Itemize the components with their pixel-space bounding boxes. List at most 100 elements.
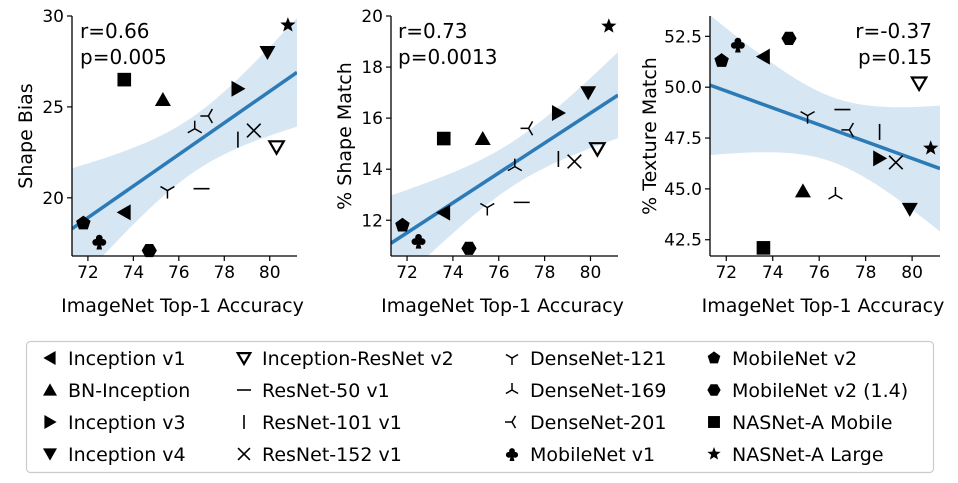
point-nasnet-a-mobile: [436, 131, 451, 146]
panel-shape-bias: 72 74 76 78 80 20 25 30 ImageNet Top-1 Accuracy S…: [15, 7, 304, 317]
point-densenet-201: [200, 108, 214, 124]
point-mobilenet-v1: [92, 234, 107, 250]
panel-shape-match: 72 74 76 78 80 12 14 16 18 20 ImageNet Top-1 Accur…: [334, 7, 624, 317]
point-nasnet-a-large: [923, 140, 939, 155]
correlation-p-label: p=0.005: [80, 45, 167, 69]
x-tick-label: 76: [488, 263, 510, 283]
y-tick-label: 20: [42, 189, 64, 209]
point-nasnet-a-large: [601, 18, 617, 33]
triangle-up-icon: [43, 383, 57, 396]
legend-label: ResNet-50 v1: [262, 380, 390, 402]
x-tick-label: 78: [213, 263, 235, 283]
legend-label: Inception v3: [68, 412, 186, 434]
point-inception-v3: [231, 80, 246, 97]
point-nasnet-a-mobile: [756, 241, 771, 255]
y-tick-label: 16: [361, 109, 383, 129]
x-tick-label: 78: [534, 263, 556, 283]
open-triangle-down-icon: [235, 352, 253, 367]
x-tick-label: 78: [855, 263, 877, 283]
legend-label: MobileNet v2 (1.4): [732, 380, 908, 402]
y-tick-label: 47.5: [664, 129, 702, 149]
point-mobilenet-v2: [714, 53, 729, 67]
legend-label: DenseNet-201: [530, 412, 666, 434]
point-densenet-169: [507, 158, 523, 172]
point-inception-v1: [116, 204, 131, 221]
point-densenet-121: [479, 202, 495, 216]
point-inception-resnet-v2: [267, 140, 286, 156]
x-tick-label: 74: [762, 263, 784, 283]
legend-label: MobileNet v2: [732, 348, 857, 370]
point-inception-v4: [901, 202, 918, 217]
x-tick-label: 80: [580, 263, 602, 283]
point-densenet-201: [841, 122, 855, 138]
square-icon: [708, 416, 720, 428]
point-bn-inception: [474, 130, 491, 145]
point-inception-resnet-v2: [909, 76, 929, 93]
y-tick-label: 14: [361, 160, 383, 180]
point-densenet-121: [800, 111, 815, 124]
legend-label: Inception v1: [68, 348, 186, 370]
regression-line: [72, 70, 297, 231]
correlation-r-label: r=-0.37: [855, 19, 932, 43]
y-tick-label: 18: [361, 58, 383, 78]
legend-label: ResNet-101 v1: [262, 412, 402, 434]
legend-label: MobileNet v1: [530, 444, 655, 466]
confidence-band: [72, 18, 297, 256]
triangle-down-icon: [43, 448, 57, 461]
x-tick-label: 72: [77, 263, 99, 283]
x-tick-label: 80: [259, 263, 281, 283]
hexagon-icon: [707, 384, 721, 396]
legend-label: DenseNet-121: [530, 348, 666, 370]
tri-left-icon: [505, 415, 517, 429]
correlation-p-label: p=0.15: [858, 45, 932, 69]
x-tick-label: 80: [901, 263, 923, 283]
legend-label: DenseNet-169: [530, 380, 666, 402]
x-icon: [237, 447, 251, 461]
x-tick-label: 76: [168, 263, 190, 283]
club-icon: [505, 448, 519, 461]
point-mobilenet-v2-1-4: [461, 241, 477, 255]
y-tick-label: 20: [361, 7, 383, 27]
legend-label: BN-Inception: [68, 380, 190, 402]
y-axis-label: % Shape Match: [334, 62, 356, 210]
point-inception-v1: [436, 204, 451, 221]
point-nasnet-a-mobile: [117, 72, 132, 87]
correlation-r-label: r=0.73: [398, 19, 468, 43]
legend-label: ResNet-152 v1: [262, 444, 402, 466]
tri-up-icon: [505, 383, 519, 395]
regression-line: [391, 93, 618, 245]
x-tick-label: 74: [442, 263, 464, 283]
point-mobilenet-v2: [76, 215, 91, 230]
y-tick-label: 45.0: [664, 180, 702, 200]
point-inception-v4: [259, 45, 276, 60]
point-mobilenet-v1: [411, 233, 426, 249]
point-mobilenet-v1: [730, 37, 745, 53]
x-tick-label: 76: [808, 263, 830, 283]
y-tick-label: 42.5: [664, 231, 702, 251]
point-densenet-169: [187, 120, 203, 134]
triangle-left-icon: [43, 351, 56, 365]
point-mobilenet-v2-1-4: [781, 31, 797, 45]
point-resnet-152-v1: [888, 155, 904, 170]
point-inception-v3: [551, 105, 566, 122]
point-bn-inception: [154, 92, 171, 107]
y-tick-label: 25: [42, 98, 64, 118]
point-resnet-152-v1: [567, 154, 582, 169]
y-tick-label: 50.0: [664, 78, 702, 98]
x-tick-label: 72: [715, 263, 737, 283]
legend-label: NASNet-A Large: [732, 444, 884, 466]
x-tick-label: 72: [396, 263, 418, 283]
legend-label: NASNet-A Mobile: [732, 412, 892, 434]
x-axis-label: ImageNet Top-1 Accuracy: [61, 295, 304, 317]
legend-frame: [25, 340, 935, 474]
point-inception-resnet-v2: [588, 142, 607, 158]
pentagon-icon: [707, 351, 721, 364]
y-tick-label: 12: [361, 211, 383, 231]
point-mobilenet-v2: [395, 217, 410, 232]
point-inception-v1: [755, 48, 770, 65]
point-densenet-169: [828, 186, 843, 200]
point-bn-inception: [794, 183, 811, 198]
y-tick-label: 52.5: [664, 27, 702, 47]
x-axis-label: ImageNet Top-1 Accuracy: [702, 295, 945, 317]
y-tick-label: 30: [42, 7, 64, 27]
